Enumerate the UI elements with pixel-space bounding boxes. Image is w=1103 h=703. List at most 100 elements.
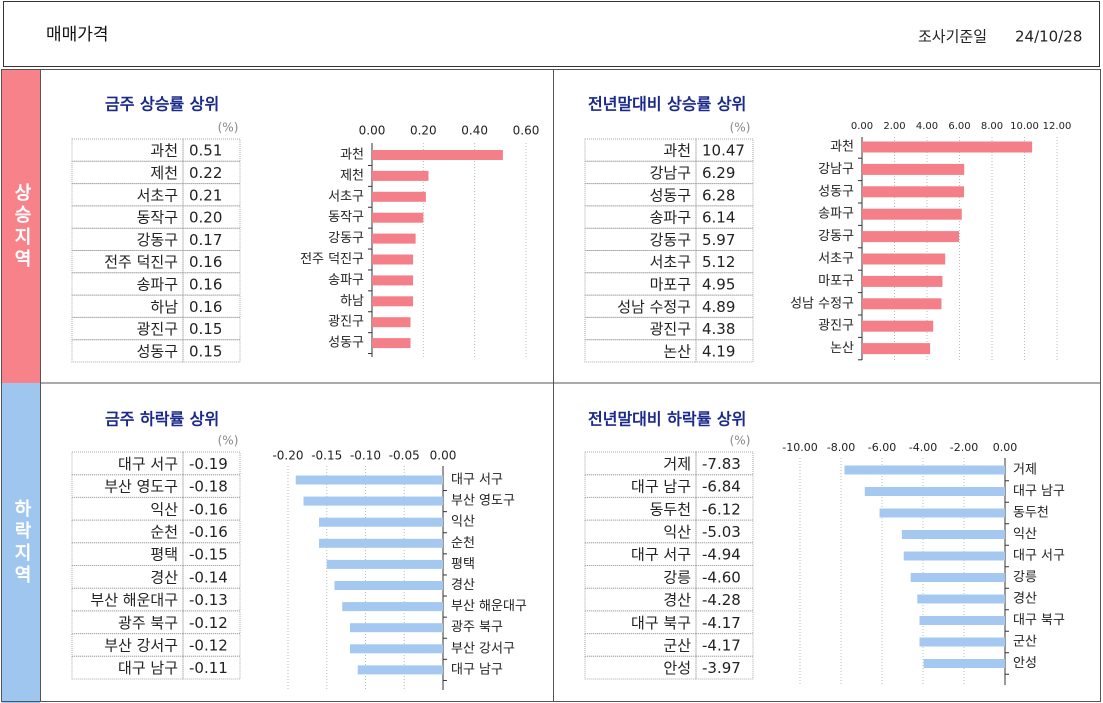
bar xyxy=(334,581,443,590)
table-category: 부산 해운대구 xyxy=(90,591,178,609)
bar xyxy=(342,602,443,612)
table-cell xyxy=(71,183,184,207)
table-value: 4.38 xyxy=(702,320,735,338)
bar xyxy=(862,163,965,175)
unit-label: (%) xyxy=(218,121,239,135)
bar xyxy=(372,191,426,202)
table-category: 강동구 xyxy=(137,231,178,249)
bar-category-label: 강동구 xyxy=(328,231,364,246)
x-tick-label: 0.40 xyxy=(461,124,488,138)
table-value: -4.17 xyxy=(702,614,741,632)
table-cell xyxy=(71,205,184,229)
bar xyxy=(923,659,1005,668)
bar xyxy=(910,573,1005,582)
table-category: 과천 xyxy=(663,142,691,160)
fall-region-label: 하락지역 xyxy=(11,499,32,587)
table-value: -0.18 xyxy=(189,478,228,496)
bar-category-label: 부산 해운대구 xyxy=(451,599,527,614)
bar xyxy=(372,296,414,307)
table-cell xyxy=(695,272,754,296)
rise-region-label: 상승지역 xyxy=(11,182,32,271)
table-cell xyxy=(695,294,754,318)
table-value: -0.11 xyxy=(189,659,228,677)
table-cell xyxy=(182,160,241,185)
table-cell xyxy=(182,294,241,318)
table-category: 논산 xyxy=(663,342,691,360)
bar xyxy=(372,170,429,181)
table-category: 대구 서구 xyxy=(118,455,178,473)
table-cell xyxy=(695,250,754,274)
bar-category-label: 성동구 xyxy=(328,336,364,351)
table-value: 0.20 xyxy=(189,209,222,227)
table-value: -7.83 xyxy=(702,455,741,473)
table-category: 광진구 xyxy=(137,320,178,338)
bar xyxy=(901,530,1005,539)
header-box xyxy=(3,1,1100,67)
bar-category-label: 송파구 xyxy=(328,273,364,288)
bar-category-label: 동두천 xyxy=(1013,506,1049,521)
bar-category-label: 부산 영도구 xyxy=(451,494,515,509)
bar xyxy=(862,253,946,265)
table-value: 5.97 xyxy=(702,231,735,249)
table-value: -4.28 xyxy=(702,591,741,609)
table-category: 광주 북구 xyxy=(118,614,178,632)
bar-category-label: 성동구 xyxy=(818,184,854,199)
table-category: 부산 강서구 xyxy=(104,636,178,654)
bar-category-label: 서초구 xyxy=(328,189,364,204)
x-tick-label: 2.00 xyxy=(883,121,905,132)
bar-category-label: 광진구 xyxy=(328,315,364,330)
table-value: 0.15 xyxy=(189,320,222,338)
table-value: -0.12 xyxy=(189,636,228,654)
x-tick-label: -0.10 xyxy=(350,449,381,463)
fall-region-band: 하락지역 xyxy=(2,383,40,703)
bar-category-label: 과천 xyxy=(340,148,364,163)
panel-title: 금주 하락률 상위 xyxy=(105,410,219,429)
bar-category-label: 전주 덕진구 xyxy=(300,252,364,267)
table-category: 익산 xyxy=(663,523,691,541)
bar xyxy=(862,298,942,310)
table-category: 거제 xyxy=(663,455,691,473)
table-cell xyxy=(182,205,241,229)
table-cell xyxy=(182,183,241,207)
table-cell xyxy=(695,138,754,162)
bar-category-label: 서초구 xyxy=(818,252,854,267)
date-label: 조사기준일 xyxy=(918,28,987,46)
table-value: 0.17 xyxy=(189,231,222,249)
bar-category-label: 강동구 xyxy=(818,229,854,244)
unit-label: (%) xyxy=(730,121,751,135)
panel-title: 전년말대비 하락률 상위 xyxy=(588,410,746,429)
bar-category-label: 익산 xyxy=(1013,527,1037,542)
table-cell xyxy=(182,316,241,341)
bar xyxy=(862,208,962,220)
table-category: 성남 수정구 xyxy=(617,298,691,316)
bar-category-label: 하남 xyxy=(340,294,364,309)
bar-category-label: 논산 xyxy=(830,341,854,356)
bar xyxy=(862,186,965,198)
table-category: 하남 xyxy=(150,298,178,316)
x-tick-label: 10.00 xyxy=(1010,121,1039,132)
x-tick-label: 0.00 xyxy=(851,121,873,132)
unit-label: (%) xyxy=(218,434,239,448)
date: 24/10/28 xyxy=(1015,28,1082,46)
table-value: -0.16 xyxy=(189,523,228,541)
table-category: 순천 xyxy=(150,523,178,541)
table-cell xyxy=(695,339,754,363)
bar xyxy=(879,508,1005,518)
bar xyxy=(372,233,416,244)
bar-category-label: 대구 서구 xyxy=(451,473,503,488)
table-cell xyxy=(584,183,697,207)
table-category: 동작구 xyxy=(137,209,178,227)
bar xyxy=(372,212,424,223)
x-tick-label: 12.00 xyxy=(1043,121,1072,132)
table-value: -5.03 xyxy=(702,523,741,541)
bar-category-label: 광주 북구 xyxy=(451,620,503,635)
table-value: 5.12 xyxy=(702,253,735,271)
table-cell xyxy=(584,205,697,229)
x-tick-label: -4.00 xyxy=(909,441,937,454)
x-tick-label: 0.00 xyxy=(430,449,457,463)
table-value: -6.12 xyxy=(702,500,741,518)
table-cell xyxy=(71,138,184,162)
header-title: 매매가격 xyxy=(46,25,109,45)
